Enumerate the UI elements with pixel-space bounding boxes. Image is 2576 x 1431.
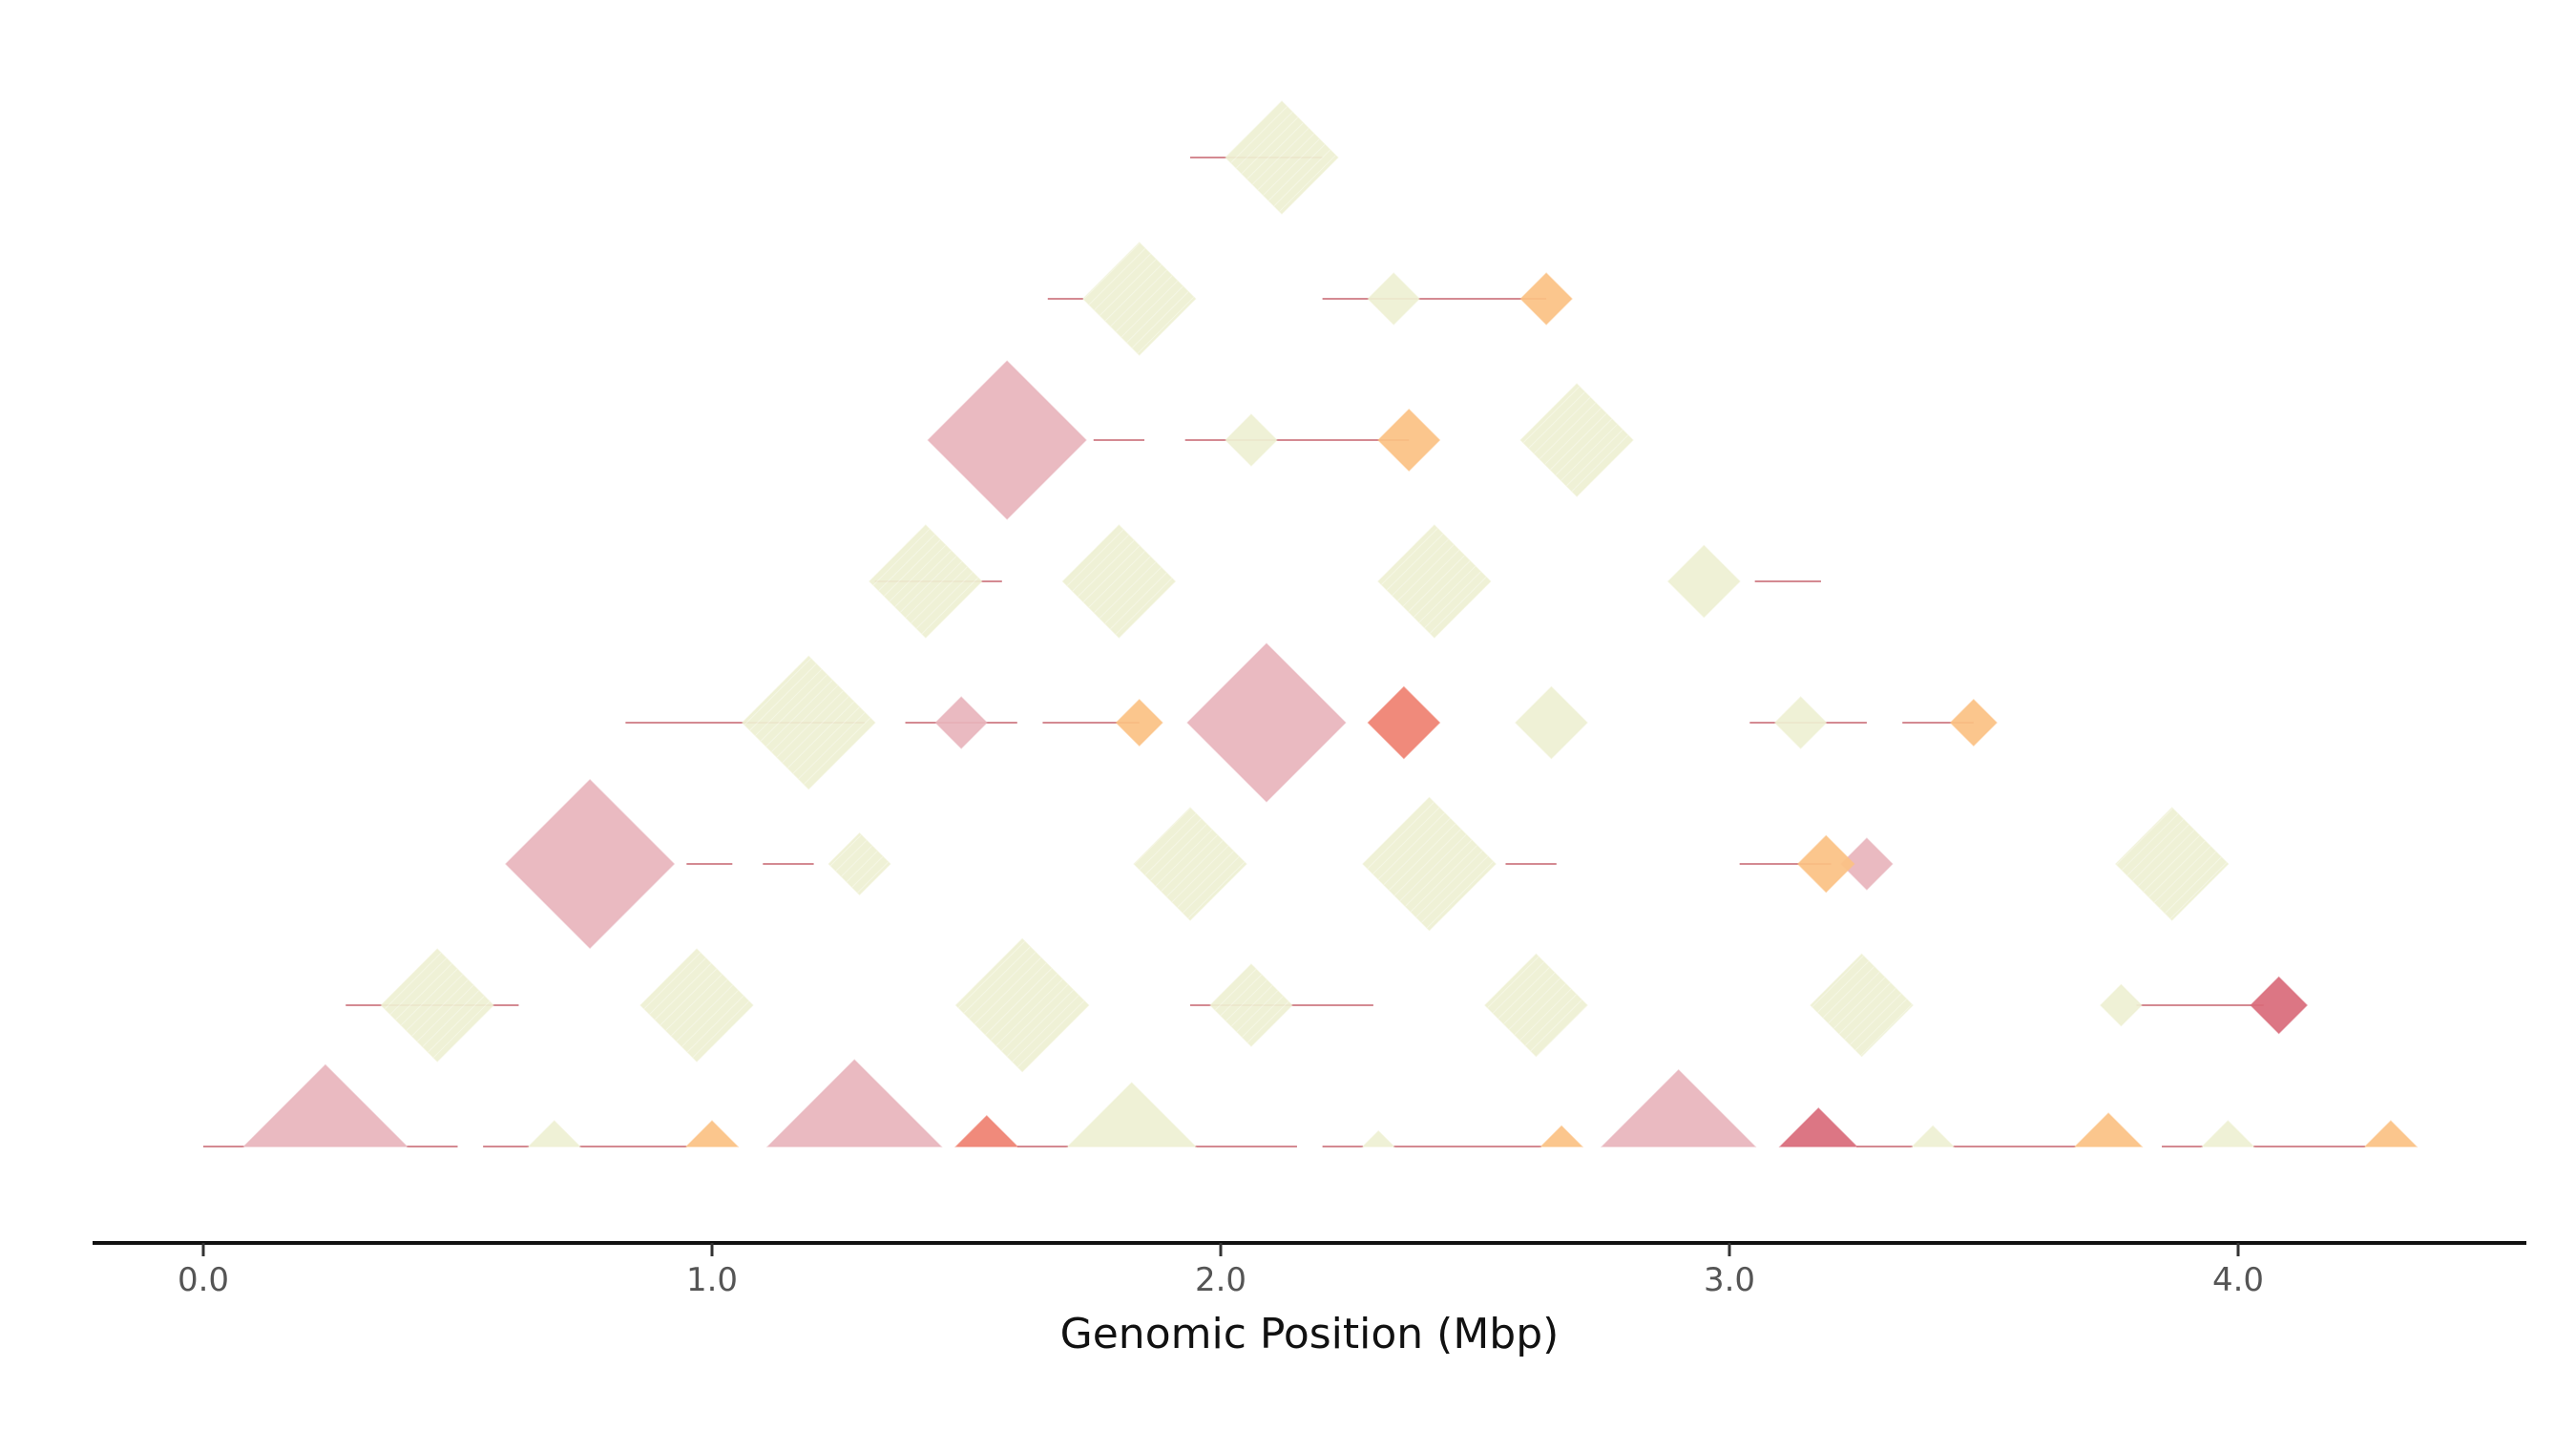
diamond-block-28	[2115, 807, 2230, 921]
triangle-block-3	[765, 1059, 943, 1147]
diamond-block-16	[954, 937, 1090, 1073]
diamond-block-35	[1773, 696, 1828, 749]
diamond-block-30	[934, 696, 988, 749]
triangle-block-11	[2073, 1112, 2144, 1147]
diamond-block-46	[1367, 272, 1420, 326]
diamond-block-31	[1115, 698, 1163, 747]
diamond-block-39	[1377, 524, 1492, 639]
x-tick-label-3: 3.0	[1704, 1261, 1755, 1299]
diamond-block-17	[1209, 963, 1293, 1047]
diamond-block-27	[1796, 834, 1855, 894]
diamond-block-38	[1061, 524, 1177, 639]
triangle-block-6	[1361, 1129, 1396, 1147]
diamond-block-34	[1515, 685, 1588, 760]
triangle-block-12	[2200, 1120, 2255, 1147]
diamond-block-26	[1840, 837, 1894, 891]
diamond-block-14	[380, 948, 494, 1063]
triangle-block-1	[527, 1120, 582, 1147]
contact-blocks	[241, 100, 2419, 1147]
diamond-block-25	[1362, 796, 1497, 932]
diamond-block-18	[1484, 953, 1588, 1058]
x-axis-ticks: 0.0 1.0 2.0 3.0 4.0	[178, 1243, 2264, 1299]
diamond-block-33	[1367, 685, 1441, 760]
triangle-block-8	[1600, 1068, 1757, 1147]
diamond-block-45	[1082, 242, 1197, 356]
x-tick-label-1: 1.0	[686, 1261, 738, 1299]
diamond-block-36	[1949, 698, 1998, 747]
diamond-block-19	[1810, 953, 1914, 1058]
diamond-block-20	[2250, 976, 2309, 1035]
triangle-block-2	[684, 1120, 740, 1147]
diamond-block-21	[2100, 983, 2143, 1027]
diamond-block-47	[1519, 272, 1573, 326]
diamond-block-48	[1225, 100, 1339, 215]
diamond-block-40	[1666, 544, 1741, 619]
triangle-block-13	[2363, 1120, 2419, 1147]
diamond-block-41	[927, 360, 1087, 520]
triangle-block-0	[241, 1063, 409, 1147]
diamond-block-15	[639, 948, 754, 1063]
diamond-block-44	[1519, 383, 1634, 497]
diamond-block-24	[1133, 807, 1247, 921]
diamond-block-37	[869, 524, 983, 639]
diamond-block-32	[1186, 642, 1347, 803]
diamond-block-29	[741, 655, 876, 790]
x-tick-label-4: 4.0	[2212, 1261, 2264, 1299]
plot-area	[203, 100, 2419, 1147]
triangle-block-10	[1911, 1125, 1956, 1147]
x-axis-title: Genomic Position (Mbp)	[1060, 1310, 1560, 1358]
diamond-block-42	[1225, 413, 1278, 467]
triangle-block-9	[1778, 1106, 1859, 1147]
triangle-block-5	[1066, 1082, 1198, 1147]
x-tick-label-2: 2.0	[1195, 1261, 1246, 1299]
diamond-block-23	[827, 831, 891, 896]
x-tick-label-0: 0.0	[178, 1261, 229, 1299]
diamond-block-22	[505, 778, 676, 950]
triangle-block-7	[1539, 1125, 1584, 1147]
triangle-block-4	[954, 1114, 1019, 1147]
diamond-block-43	[1377, 408, 1441, 473]
